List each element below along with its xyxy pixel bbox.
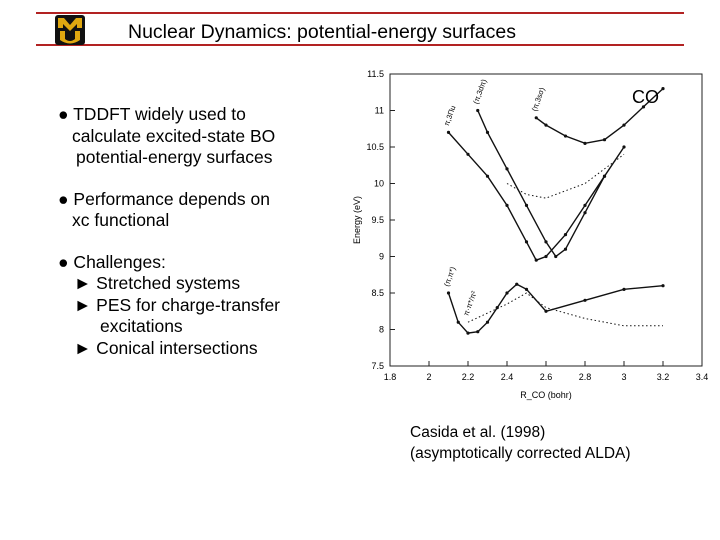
- title-rule-bottom: [36, 44, 684, 46]
- series-label: (π,3dπ): [471, 77, 488, 105]
- data-point: [583, 298, 587, 302]
- data-point: [524, 240, 529, 244]
- y-tick-label: 10: [374, 179, 384, 189]
- data-point: [524, 287, 529, 291]
- data-point: [446, 291, 451, 295]
- data-point: [622, 123, 626, 127]
- sub-bullet-stretched: ► Stretched systems: [74, 273, 241, 293]
- data-point: [563, 247, 568, 251]
- data-point: [456, 320, 460, 324]
- data-point: [622, 145, 626, 149]
- data-point: [505, 291, 509, 295]
- x-tick-label: 2.4: [501, 372, 514, 382]
- y-tick-label: 11: [375, 106, 384, 116]
- data-point: [583, 203, 587, 207]
- bullet-list: ● TDDFT widely used to calculate excited…: [58, 104, 338, 379]
- plot-frame: [389, 73, 703, 367]
- bullet-line: ● Performance depends on: [58, 188, 270, 209]
- data-point: [661, 284, 665, 288]
- data-point: [505, 203, 509, 207]
- data-point: [583, 211, 587, 215]
- y-tick-label: 9: [379, 252, 384, 262]
- chart-title: CO: [632, 87, 659, 107]
- bullet-item-challenges: ● Challenges: ► Stretched systems ► PES …: [58, 252, 338, 360]
- data-point: [641, 105, 646, 109]
- caption-citation: Casida et al. (1998): [410, 424, 546, 441]
- data-point: [446, 130, 451, 134]
- data-point: [661, 87, 665, 91]
- series-label: (π,3sσ): [530, 86, 547, 113]
- data-point: [622, 287, 626, 291]
- bullet-line: calculate excited-state BO: [72, 125, 276, 146]
- series-label: (π,π*): [442, 265, 458, 288]
- y-tick-label: 10.5: [366, 142, 384, 152]
- y-tick-label: 8: [379, 325, 384, 335]
- bullet-line: potential-energy surfaces: [76, 147, 273, 167]
- bullet-line: xc functional: [72, 210, 170, 230]
- x-axis-label: R_CO (bohr): [520, 390, 572, 400]
- data-point: [524, 203, 529, 207]
- x-tick-label: 3.2: [657, 372, 670, 382]
- title-rule-top: [36, 12, 684, 14]
- series-line-4: [467, 292, 663, 327]
- x-tick-label: 3: [621, 372, 626, 382]
- data-point: [563, 134, 568, 138]
- data-point: [534, 116, 538, 120]
- y-tick-label: 8.5: [371, 288, 384, 298]
- data-point: [485, 320, 490, 324]
- x-tick-label: 2.6: [540, 372, 553, 382]
- y-axis-label: Energy (eV): [352, 196, 362, 244]
- series-line-3: [535, 88, 664, 145]
- series-label: π,3Πu: [442, 104, 458, 127]
- series-label: π·π*/π²: [461, 289, 478, 317]
- data-point: [505, 167, 509, 171]
- data-point: [466, 152, 470, 156]
- sub-bullet-charge-transfer: ► PES for charge-transfer: [74, 294, 281, 315]
- data-point: [563, 233, 568, 237]
- data-point: [466, 331, 470, 335]
- bullet-line: ● TDDFT widely used to: [58, 104, 246, 124]
- data-point: [476, 108, 480, 113]
- data-point: [544, 254, 548, 259]
- data-point: [534, 258, 538, 262]
- page-title: Nuclear Dynamics: potential-energy surfa…: [128, 21, 517, 43]
- figure-caption: Casida et al. (1998) (asymptotically cor…: [410, 422, 631, 464]
- x-tick-label: 1.8: [384, 372, 397, 382]
- y-tick-label: 7.5: [371, 361, 384, 371]
- data-point: [544, 309, 548, 313]
- x-tick-label: 2.2: [462, 372, 475, 382]
- pes-chart: 1.8 2 2.2 2.4 2.6 2.8 3 3.2 3.4 7.5 8 8.5 9 9.5 10 10.5…: [352, 69, 708, 400]
- bullet-line: ● Challenges:: [58, 251, 166, 272]
- sub-bullet-conical: ► Conical intersections: [74, 337, 258, 358]
- bullet-item-performance: ● Performance depends on xc functional: [58, 189, 338, 232]
- data-point: [485, 130, 490, 134]
- y-tick-label: 11.5: [367, 69, 384, 79]
- data-point: [485, 174, 490, 178]
- data-point: [515, 282, 519, 286]
- x-tick-label: 2.8: [579, 372, 592, 382]
- data-point: [583, 141, 587, 145]
- x-tick-label: 3.4: [696, 372, 708, 382]
- data-point: [544, 123, 548, 127]
- x-tick-label: 2: [426, 372, 431, 382]
- mu-logo-icon: [55, 15, 85, 45]
- sub-bullet-continuation: excitations: [100, 316, 183, 336]
- data-point: [476, 330, 480, 334]
- y-tick-label: 9.5: [371, 215, 384, 225]
- data-point: [602, 138, 607, 142]
- bullet-item-tddft: ● TDDFT widely used to calculate excited…: [58, 104, 338, 169]
- series-line-5: [506, 153, 625, 199]
- caption-method: (asymptotically corrected ALDA): [410, 445, 631, 462]
- data-point: [544, 240, 548, 244]
- data-point: [554, 254, 558, 259]
- data-point: [602, 174, 607, 178]
